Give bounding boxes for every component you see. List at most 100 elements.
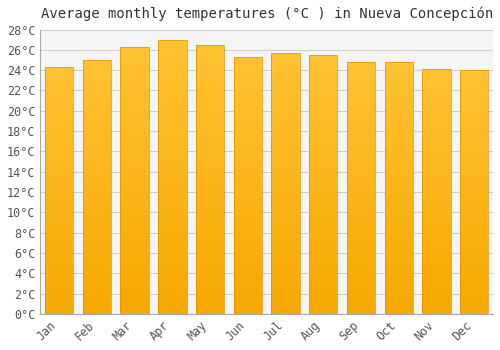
Bar	[45, 104, 74, 107]
Bar	[422, 253, 450, 255]
Bar	[120, 290, 149, 293]
Bar	[120, 303, 149, 306]
Bar	[422, 169, 450, 172]
Bar	[272, 128, 299, 131]
Bar	[234, 75, 262, 78]
Bar	[83, 159, 111, 162]
Bar	[45, 79, 74, 82]
Bar	[422, 167, 450, 169]
Bar	[196, 196, 224, 198]
Bar	[309, 151, 338, 153]
Bar	[347, 276, 375, 279]
Bar	[158, 253, 186, 256]
Bar	[120, 306, 149, 309]
Bar	[309, 229, 338, 231]
Bar	[460, 280, 488, 282]
Bar	[45, 92, 74, 94]
Bar	[272, 236, 299, 238]
Bar	[309, 252, 338, 254]
Bar	[83, 217, 111, 220]
Bar	[196, 185, 224, 187]
Bar	[460, 138, 488, 141]
Bar	[120, 148, 149, 151]
Bar	[460, 70, 488, 314]
Bar	[234, 234, 262, 237]
Bar	[234, 242, 262, 245]
Bar	[347, 125, 375, 127]
Bar	[422, 194, 450, 196]
Bar	[272, 105, 299, 108]
Bar	[158, 117, 186, 119]
Bar	[422, 226, 450, 228]
Bar	[309, 166, 338, 169]
Bar	[83, 291, 111, 294]
Bar	[158, 125, 186, 127]
Bar	[196, 56, 224, 58]
Bar	[422, 209, 450, 211]
Bar	[309, 125, 338, 127]
Bar	[45, 304, 74, 307]
Bar	[196, 244, 224, 247]
Bar	[45, 284, 74, 287]
Bar	[460, 297, 488, 299]
Bar	[45, 210, 74, 213]
Bar	[460, 256, 488, 258]
Bar	[120, 114, 149, 116]
Bar	[309, 285, 338, 288]
Bar	[196, 144, 224, 147]
Bar	[196, 201, 224, 204]
Bar	[234, 203, 262, 206]
Bar	[45, 141, 74, 144]
Bar	[234, 60, 262, 62]
Bar	[234, 206, 262, 209]
Bar	[234, 180, 262, 183]
Bar	[83, 309, 111, 312]
Bar	[272, 267, 299, 270]
Bar	[422, 89, 450, 91]
Bar	[272, 202, 299, 204]
Bar	[158, 215, 186, 218]
Bar	[45, 257, 74, 260]
Bar	[196, 72, 224, 75]
Bar	[422, 236, 450, 238]
Bar	[158, 298, 186, 300]
Bar	[45, 208, 74, 210]
Bar	[384, 120, 413, 122]
Bar	[272, 123, 299, 126]
Bar	[120, 258, 149, 260]
Bar	[120, 164, 149, 167]
Bar	[384, 281, 413, 284]
Bar	[272, 262, 299, 264]
Bar	[196, 198, 224, 201]
Bar	[422, 155, 450, 157]
Bar	[309, 146, 338, 148]
Bar	[384, 158, 413, 160]
Bar	[384, 102, 413, 105]
Bar	[196, 128, 224, 131]
Bar	[158, 138, 186, 141]
Bar	[158, 100, 186, 103]
Bar	[422, 223, 450, 226]
Bar	[83, 250, 111, 253]
Bar	[120, 170, 149, 172]
Bar	[158, 289, 186, 292]
Bar	[45, 190, 74, 193]
Bar	[460, 272, 488, 275]
Bar	[460, 114, 488, 117]
Bar	[158, 308, 186, 311]
Bar	[272, 157, 299, 160]
Bar	[45, 70, 74, 72]
Bar	[309, 239, 338, 241]
Bar	[460, 221, 488, 224]
Bar	[309, 83, 338, 86]
Bar	[347, 284, 375, 286]
Bar	[234, 88, 262, 90]
Bar	[309, 60, 338, 63]
Bar	[234, 250, 262, 252]
Bar	[45, 195, 74, 198]
Bar	[158, 188, 186, 190]
Bar	[309, 301, 338, 303]
Bar	[460, 282, 488, 285]
Bar	[309, 303, 338, 306]
Bar	[83, 215, 111, 217]
